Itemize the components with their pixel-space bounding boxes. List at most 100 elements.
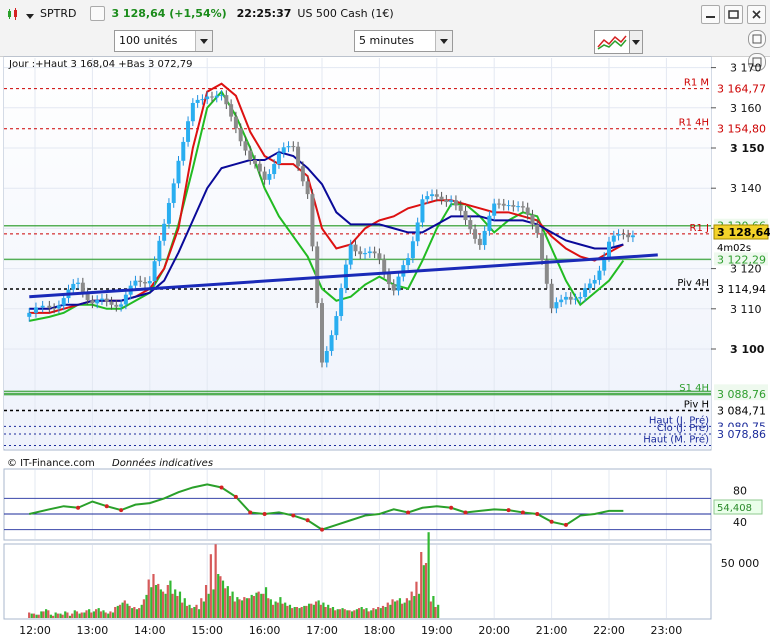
candle-body [334, 316, 339, 336]
candle-body [324, 350, 329, 363]
level-value: 3 122,29 [717, 253, 766, 266]
candle-body [587, 283, 592, 289]
volume-bar-down [75, 611, 79, 618]
candle-body [468, 220, 473, 230]
units-select[interactable]: 100 unités [114, 30, 213, 52]
osc-point [506, 508, 511, 513]
volume-bar-up [78, 613, 81, 618]
candlestick-icon [8, 7, 17, 20]
candle-body [621, 234, 626, 236]
volume-bar-up [102, 610, 105, 618]
volume-bar-up [422, 565, 425, 618]
volume-bar-up [360, 607, 363, 618]
candle-body [33, 307, 38, 313]
day-range-label: Jour :+Haut 3 168,04 +Bas 3 072,79 [8, 59, 193, 70]
osc-point [291, 513, 296, 518]
volume-bar-down [424, 563, 428, 618]
volume-bar-up [274, 601, 277, 618]
candle-body [563, 296, 568, 300]
osc-point [520, 510, 525, 515]
candle-body [415, 222, 420, 242]
x-tick-label: 12:00 [19, 624, 51, 637]
side-button-2[interactable] [748, 53, 766, 71]
volume-bar-up [159, 589, 162, 618]
candle-body [291, 146, 296, 148]
volume-bar-up [154, 585, 158, 618]
level-value-box [714, 121, 768, 135]
candle-body [80, 282, 85, 293]
restore-icon[interactable] [724, 5, 743, 24]
volume-bar-up [131, 608, 134, 618]
candle-body [329, 335, 334, 351]
volume-bar-up [384, 607, 387, 618]
volume-bar-down [362, 609, 365, 618]
candle-body [611, 235, 616, 242]
volume-bar-down [396, 600, 399, 618]
buy-button[interactable] [90, 6, 106, 21]
volume-bar-down [224, 588, 227, 618]
volume-bar-up [83, 612, 86, 618]
volume-bar-down [61, 614, 64, 618]
level-label: Piv H [684, 399, 709, 410]
osc-point [406, 510, 411, 515]
volume-bar-down [181, 602, 184, 618]
candle-body [391, 284, 396, 291]
y-tick-label: 3 160 [730, 102, 762, 115]
volume-bar-up [303, 605, 306, 618]
candle-body [583, 288, 588, 297]
candle-body [143, 282, 148, 284]
osc-point [449, 505, 454, 510]
candle-body [573, 298, 578, 300]
candle-body [430, 194, 435, 197]
candle-body [630, 235, 635, 238]
candle-body [90, 300, 95, 304]
volume-bar-down [343, 609, 346, 618]
candle-body [487, 215, 492, 231]
interval-select[interactable]: 5 minutes [354, 30, 453, 52]
candle-body [229, 104, 234, 117]
volume-bar-up [140, 604, 143, 618]
candle-body [434, 194, 439, 197]
minimize-icon[interactable] [701, 5, 720, 24]
candle-body [133, 280, 138, 286]
volume-bar-up [255, 592, 258, 618]
volume-bar-up [336, 609, 339, 618]
volume-bar-down [133, 607, 136, 618]
candle-body [248, 150, 253, 160]
volume-bar-down [161, 591, 165, 618]
chart-type-dropdown[interactable] [629, 30, 643, 54]
x-tick-label: 20:00 [478, 624, 510, 637]
volume-bar-up [236, 597, 239, 618]
candle-body [597, 270, 602, 280]
candle-body [315, 246, 320, 304]
candle-body [568, 296, 573, 300]
candle-body [506, 205, 511, 207]
volume-bar-up [279, 597, 282, 618]
volume-bar-down [28, 612, 31, 618]
volume-bar-down [310, 603, 313, 618]
volume-bar-up [288, 604, 292, 618]
osc-point [219, 485, 224, 490]
chart-type-button[interactable] [594, 30, 630, 54]
candle-body [496, 203, 501, 205]
side-button-1[interactable] [748, 30, 766, 48]
volume-bar-up [298, 608, 301, 618]
price-change: 3 128,64 (+1,54%) [111, 7, 227, 20]
dropdown-arrow-icon[interactable] [26, 10, 34, 19]
volume-bar-up [408, 600, 411, 618]
volume-bar-up [221, 580, 225, 618]
volume-bar-up [284, 602, 287, 618]
volume-bar-up [394, 601, 397, 618]
volume-bar-down [47, 610, 50, 618]
candle-body [578, 296, 583, 299]
close-icon[interactable] [747, 5, 766, 24]
x-tick-label: 22:00 [593, 624, 625, 637]
volume-bar-down [94, 609, 98, 618]
volume-bar-up [250, 594, 253, 618]
volume-bars: 50 000 [28, 532, 759, 618]
candle-body [267, 174, 272, 180]
candle-body [272, 164, 277, 175]
candle-body [99, 298, 104, 301]
volume-bar-up [217, 574, 220, 618]
